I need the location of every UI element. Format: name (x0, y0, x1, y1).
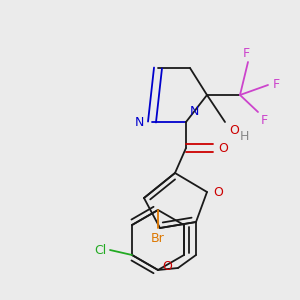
Text: Cl: Cl (94, 244, 106, 256)
Text: O: O (229, 124, 239, 137)
Text: H: H (240, 130, 249, 143)
Text: Br: Br (151, 232, 165, 245)
Text: O: O (218, 142, 228, 154)
Text: N: N (190, 105, 200, 118)
Text: F: F (273, 79, 280, 92)
Text: N: N (135, 116, 144, 128)
Text: O: O (162, 260, 172, 272)
Text: O: O (213, 185, 223, 199)
Text: F: F (261, 114, 268, 127)
Text: F: F (242, 47, 250, 60)
